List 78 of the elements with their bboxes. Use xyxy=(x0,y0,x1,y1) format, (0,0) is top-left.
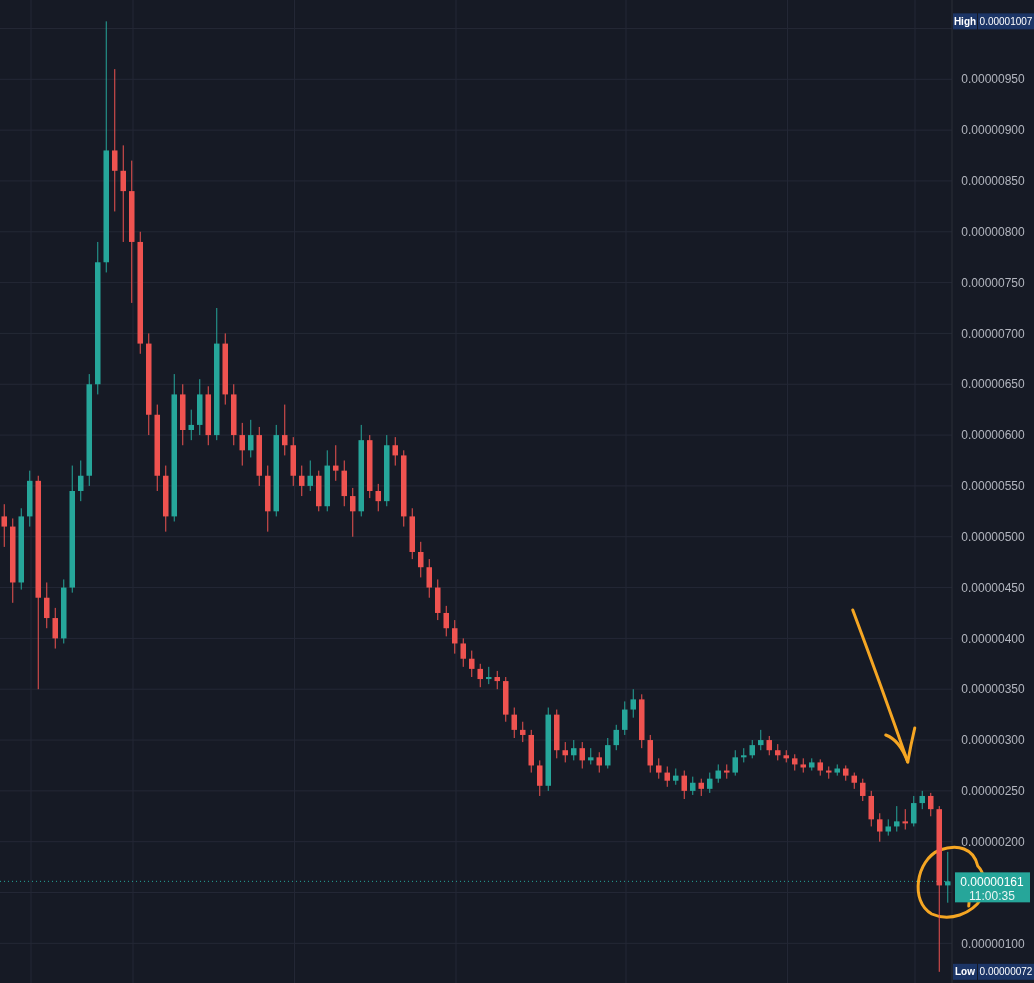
y-tick-label: 0.00000850 xyxy=(961,174,1026,189)
candlestick xyxy=(443,605,450,637)
candlestick xyxy=(392,436,399,467)
candlestick xyxy=(1,503,8,548)
candlestick xyxy=(43,581,50,629)
candlestick xyxy=(570,739,577,761)
candlestick xyxy=(919,790,926,810)
candlestick xyxy=(732,749,739,777)
y-tick-label: 0.00000350 xyxy=(961,682,1026,697)
candlestick xyxy=(681,770,688,800)
candlestick xyxy=(307,460,314,492)
candlestick xyxy=(460,637,467,668)
candlestick xyxy=(52,607,59,650)
candlestick xyxy=(902,808,909,830)
candlestick xyxy=(281,404,288,456)
candlestick xyxy=(426,558,433,599)
candlestick xyxy=(349,487,356,538)
y-tick-label: 0.00000750 xyxy=(961,275,1026,290)
candlestick xyxy=(825,765,832,780)
candlestick xyxy=(239,422,246,467)
candlestick xyxy=(613,724,620,751)
text: 11:00:35 xyxy=(969,888,1016,903)
candlestick xyxy=(859,778,866,802)
candlestick xyxy=(494,670,501,690)
y-tick-label: 0.00000650 xyxy=(961,377,1026,392)
candlestick xyxy=(579,741,586,770)
y-tick-label: 0.00000450 xyxy=(961,580,1026,595)
candlestick xyxy=(111,68,118,212)
text: 0.00000072 xyxy=(979,966,1033,978)
candlestick xyxy=(562,741,569,763)
candlestick xyxy=(451,619,458,655)
ref-line-label: 0.00000161 xyxy=(960,874,1025,889)
candlestick xyxy=(375,483,382,512)
y-tick-label: 0.00000250 xyxy=(961,784,1026,799)
candlestick xyxy=(621,700,628,736)
y-tick-label: 0.00000400 xyxy=(961,631,1026,646)
candlestick xyxy=(715,763,722,784)
candlestick xyxy=(689,776,696,796)
candlestick xyxy=(766,735,773,756)
candlestick xyxy=(417,541,424,578)
text: High xyxy=(953,15,977,27)
y-tick-label: 0.00000950 xyxy=(961,72,1026,87)
candlestick xyxy=(927,792,934,817)
candlestick xyxy=(604,737,611,770)
candlestick xyxy=(332,444,339,482)
candlestick xyxy=(77,460,84,502)
candlestick xyxy=(655,757,662,780)
y-tick-label: 0.00000700 xyxy=(961,326,1026,341)
text: 0.00001007 xyxy=(979,15,1033,27)
y-tick-label: 0.00000800 xyxy=(961,224,1026,239)
y-tick-label: 0.00000900 xyxy=(961,123,1026,138)
y-tick-label: 0.00000300 xyxy=(961,733,1026,748)
y-tick-label: 0.00000600 xyxy=(961,428,1026,443)
candlestick xyxy=(876,812,883,843)
candlestick xyxy=(749,739,756,759)
candlestick xyxy=(706,772,713,794)
candlestick xyxy=(893,805,900,833)
y-tick-label: 0.00000550 xyxy=(961,479,1026,494)
candlestick xyxy=(596,751,603,774)
candlestick xyxy=(910,795,917,827)
candlestick xyxy=(120,144,127,243)
y-tick-label: 0.00000200 xyxy=(961,834,1026,849)
candlestick xyxy=(247,419,254,458)
candlestick xyxy=(723,763,730,780)
candlestick xyxy=(298,465,305,497)
text: Low xyxy=(955,966,976,978)
candlestick xyxy=(511,707,518,739)
y-tick-label: 0.00000500 xyxy=(961,529,1026,544)
candlestick xyxy=(536,759,543,797)
candlestick xyxy=(188,409,195,441)
candlestick xyxy=(468,650,475,678)
candlestick xyxy=(868,790,875,827)
candlestick xyxy=(757,729,764,751)
candlestick xyxy=(519,721,526,743)
candlestick xyxy=(477,663,484,688)
candlestick xyxy=(664,765,671,788)
candlestick xyxy=(630,688,637,719)
y-tick-label: 0.00000100 xyxy=(961,936,1026,951)
